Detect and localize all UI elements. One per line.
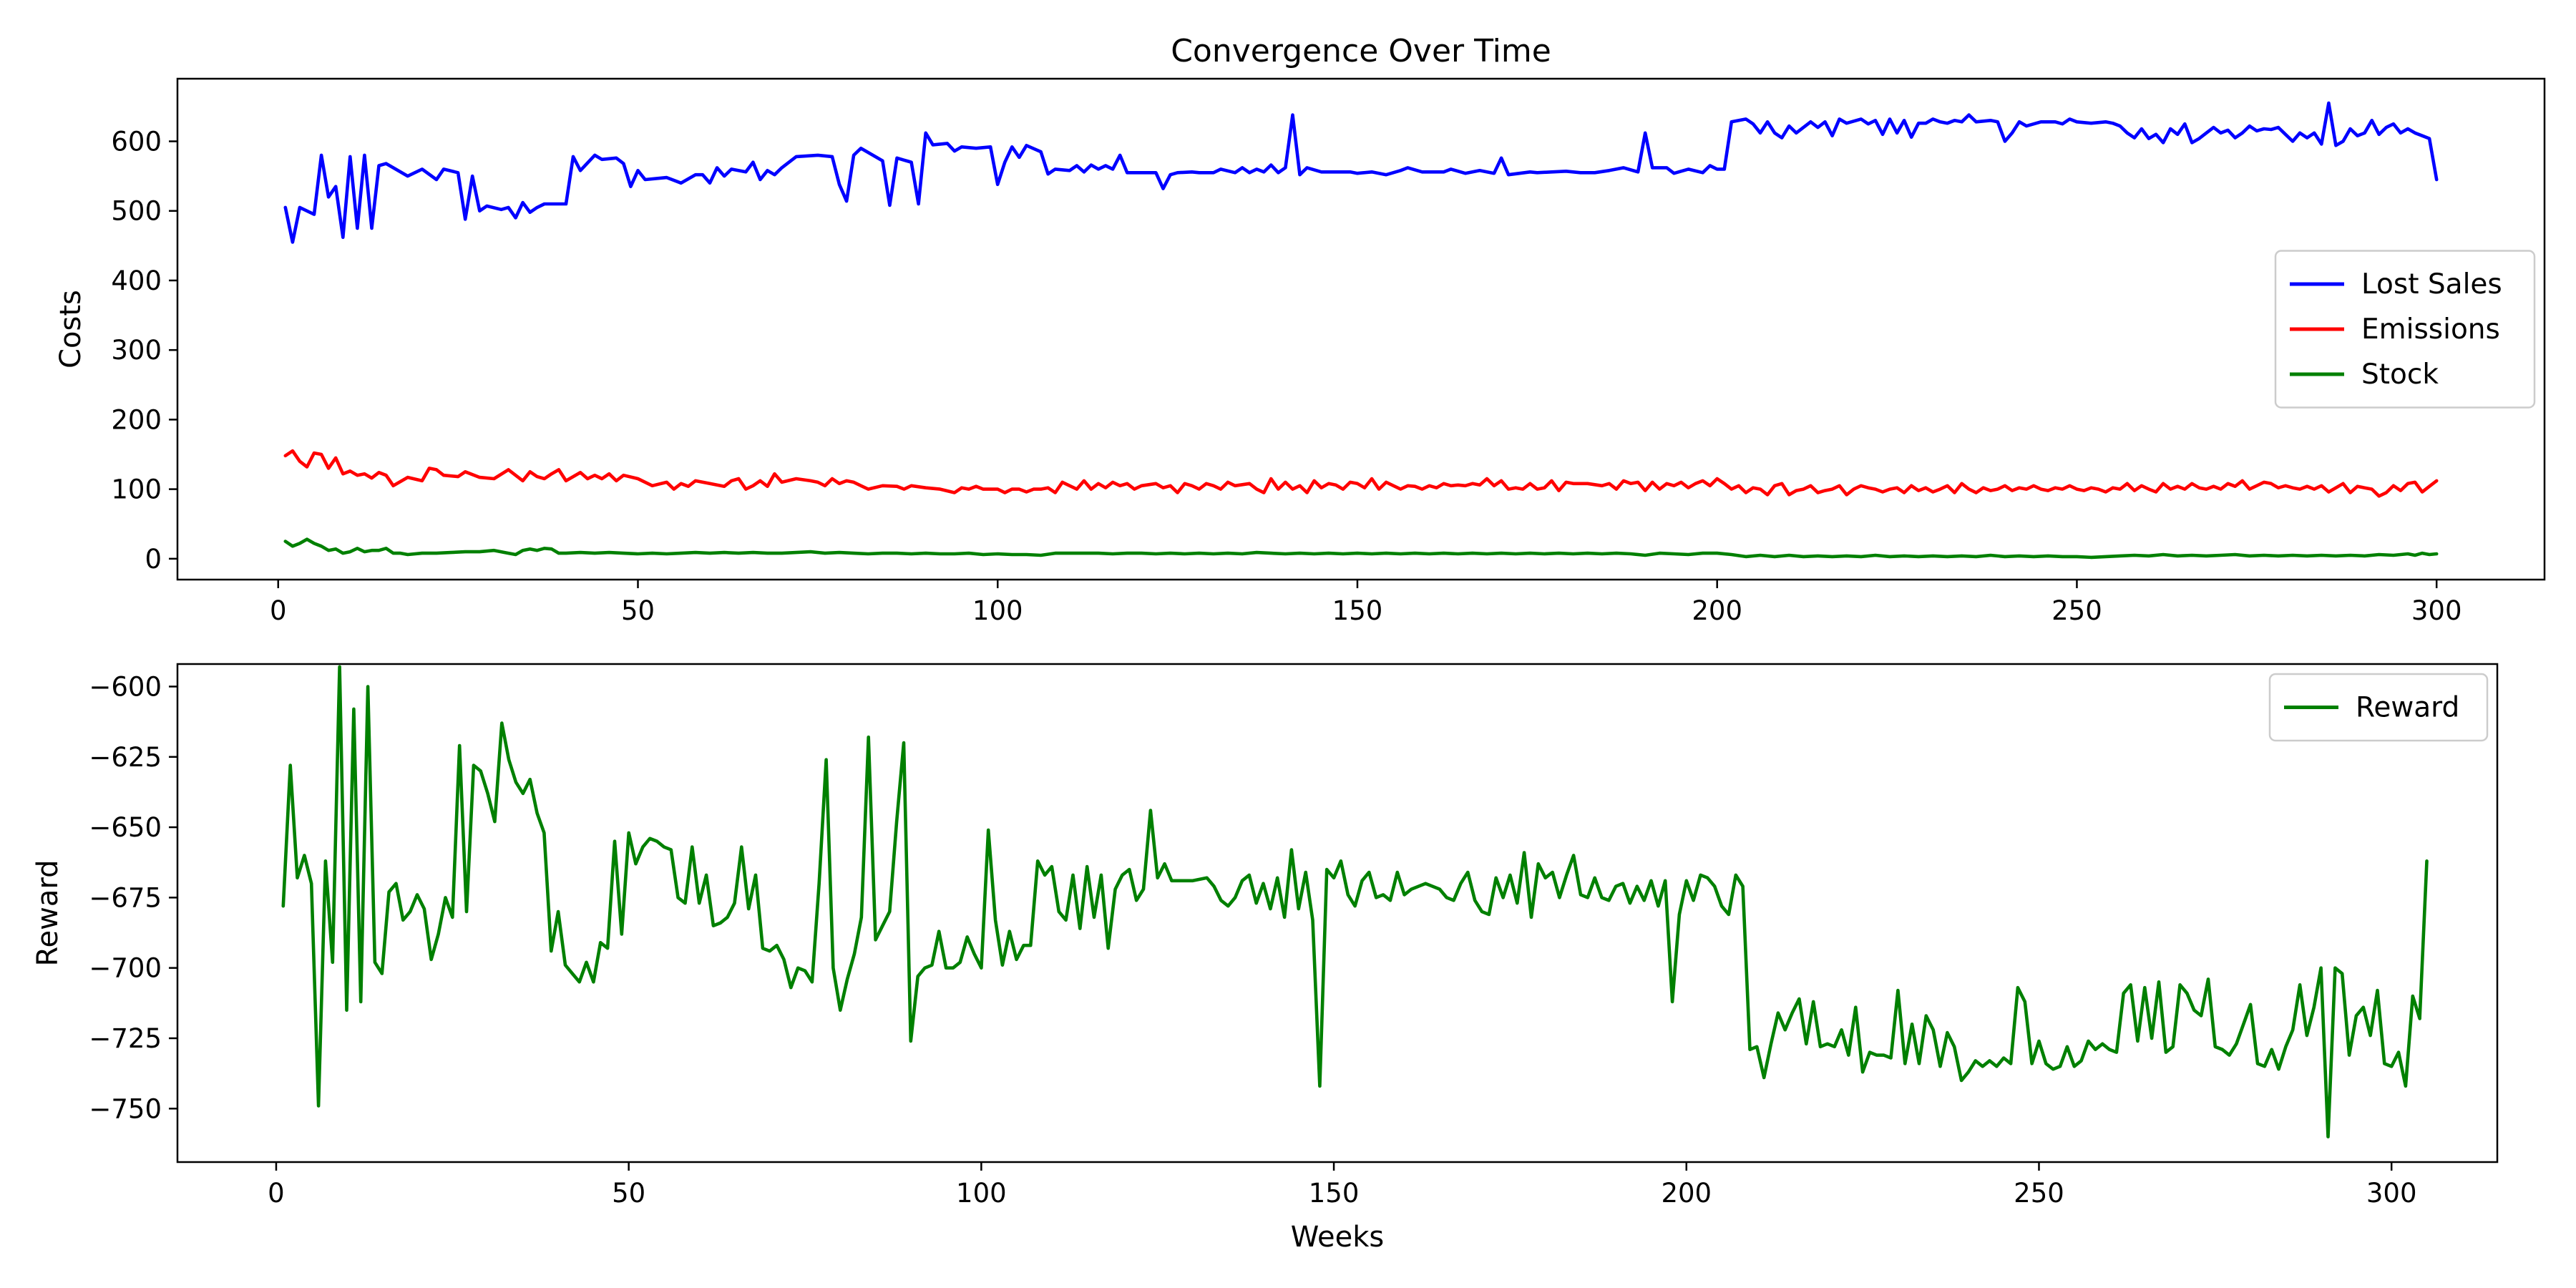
costs-y-tick-label: 300 <box>111 335 162 366</box>
costs-x-tick-label: 300 <box>2411 595 2462 626</box>
costs-panel: Convergence Over Time 0 50 100 150 200 250 300 0… <box>54 33 2546 626</box>
costs-x-tick-label: 50 <box>621 595 655 626</box>
chart-title: Convergence Over Time <box>1171 33 1551 69</box>
legend-label-lost-sales: Lost Sales <box>2361 268 2502 301</box>
costs-y-tick-label: 500 <box>111 196 162 227</box>
legend-label-reward: Reward <box>2356 692 2459 724</box>
costs-y-tick-label: 100 <box>111 474 162 505</box>
series-line-lost-sales <box>283 101 2439 244</box>
reward-series-group <box>281 665 2429 1138</box>
costs-legend-box <box>2274 250 2536 409</box>
reward-x-tick-label: 150 <box>1309 1178 1360 1209</box>
series-line-stock <box>283 537 2439 560</box>
costs-y-tick-label: 600 <box>111 127 162 157</box>
costs-series-group <box>283 101 2439 560</box>
reward-y-tick-label: −750 <box>89 1093 162 1124</box>
reward-x-axis-label: Weeks <box>1291 1221 1384 1254</box>
reward-x-tick-label: 100 <box>956 1178 1007 1209</box>
legend-label-stock: Stock <box>2361 358 2439 391</box>
costs-x-tick-label: 100 <box>972 595 1023 626</box>
reward-legend-box <box>2268 673 2489 742</box>
reward-y-tick-label: −675 <box>89 882 162 913</box>
legend-label-emissions: Emissions <box>2361 313 2500 346</box>
costs-y-tick-label: 0 <box>145 544 162 575</box>
costs-legend: Lost Sales Emissions Stock <box>2274 250 2536 409</box>
series-line-emissions <box>283 449 2439 498</box>
costs-plot-frame <box>176 77 2546 581</box>
costs-y-axis-label: Costs <box>54 290 87 369</box>
reward-panel: 0 50 100 150 200 250 300 −600 −625 −650 −675 −700 −7… <box>31 663 2499 1254</box>
reward-y-tick-label: −650 <box>89 812 162 843</box>
reward-x-tick-label: 300 <box>2366 1178 2417 1209</box>
reward-y-tick-label: −725 <box>89 1023 162 1054</box>
reward-y-tick-label: −600 <box>89 671 162 702</box>
costs-x-tick-label: 250 <box>2051 595 2102 626</box>
costs-y-tick-label: 200 <box>111 404 162 435</box>
reward-y-tick-label: −700 <box>89 953 162 984</box>
costs-y-tick-label: 400 <box>111 265 162 296</box>
costs-x-tick-label: 150 <box>1332 595 1383 626</box>
reward-x-tick-label: 0 <box>268 1178 285 1209</box>
reward-x-tick-label: 50 <box>612 1178 645 1209</box>
reward-y-axis-label: Reward <box>31 860 64 967</box>
reward-plot-frame <box>176 663 2499 1163</box>
reward-y-tick-label: −625 <box>89 742 162 773</box>
costs-x-tick-label: 0 <box>270 595 287 626</box>
reward-legend: Reward <box>2268 673 2489 742</box>
reward-x-tick-label: 250 <box>2014 1178 2064 1209</box>
series-line-reward <box>281 665 2429 1138</box>
reward-x-tick-label: 200 <box>1661 1178 1712 1209</box>
costs-x-tick-label: 200 <box>1692 595 1742 626</box>
